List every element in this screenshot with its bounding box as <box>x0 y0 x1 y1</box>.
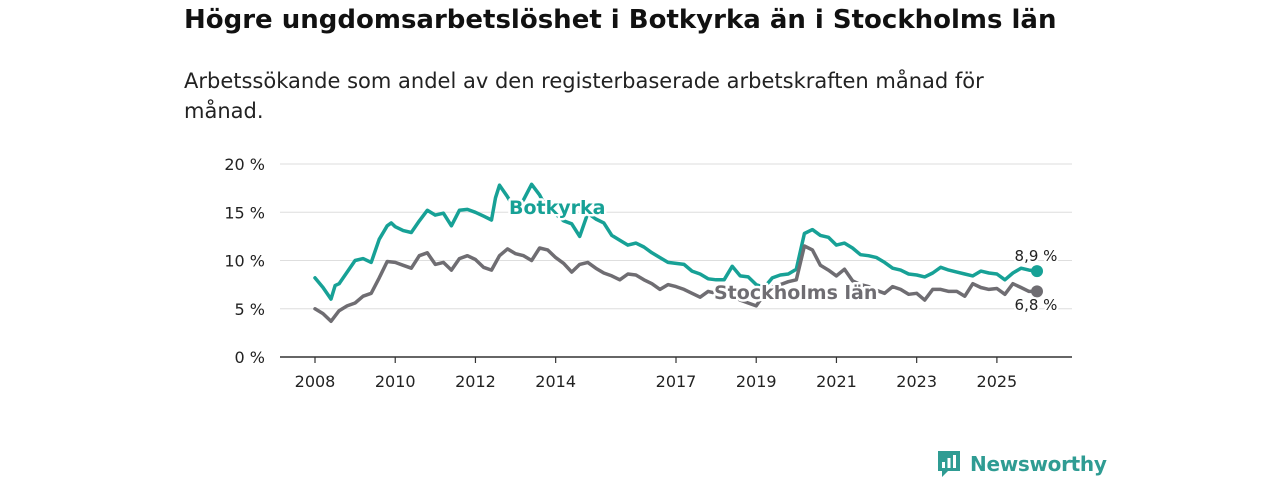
x-tick-label: 2008 <box>295 372 336 391</box>
series-end-point-botkyrka <box>1031 265 1043 278</box>
x-tick-label: 2025 <box>977 372 1018 391</box>
end-value-label-botkyrka: 8,9 % <box>1015 247 1058 265</box>
y-tick-label: 5 % <box>235 300 265 319</box>
chart-subtitle: Arbetssökande som andel av den registerb… <box>184 69 984 123</box>
series-label-botkyrka: Botkyrka <box>509 197 605 219</box>
series-end-point-stockholms-lan <box>1031 285 1043 298</box>
series-label-stockholms-lan: Stockholms län <box>714 282 877 304</box>
chart-title: Högre ungdomsarbetslöshet i Botkyrka än … <box>184 5 1057 35</box>
chart-labels: Botkyrka Stockholms län 8,9 % 6,8 % <box>507 195 1060 317</box>
end-value-label-stockholms-lan: 6,8 % <box>1015 296 1058 314</box>
brand-logo: Newsworthy <box>936 448 1107 480</box>
chart-series <box>313 182 1043 324</box>
y-tick-label: 20 % <box>224 155 265 174</box>
x-tick-label: 2014 <box>535 372 576 391</box>
x-tick-label: 2017 <box>656 372 697 391</box>
newsworthy-logo-icon <box>938 451 960 477</box>
x-tick-label: 2012 <box>455 372 496 391</box>
y-tick-label: 0 % <box>235 348 265 367</box>
series-line-stockholms-lan <box>313 244 1039 324</box>
x-axis: 2008 2010 2012 2014 2017 2019 2021 2023 2025 <box>280 356 1072 391</box>
x-tick-label: 2023 <box>896 372 937 391</box>
x-tick-label: 2021 <box>816 372 857 391</box>
x-tick-label: 2019 <box>736 372 777 391</box>
y-axis-ticks: 0 % 5 % 10 % 15 % 20 % <box>224 155 265 367</box>
x-tick-label: 2010 <box>375 372 416 391</box>
series-line-botkyrka <box>313 182 1039 301</box>
brand-name: Newsworthy <box>970 452 1107 476</box>
chart-grid <box>280 163 1072 310</box>
y-tick-label: 10 % <box>224 252 265 271</box>
y-tick-label: 15 % <box>224 203 265 222</box>
